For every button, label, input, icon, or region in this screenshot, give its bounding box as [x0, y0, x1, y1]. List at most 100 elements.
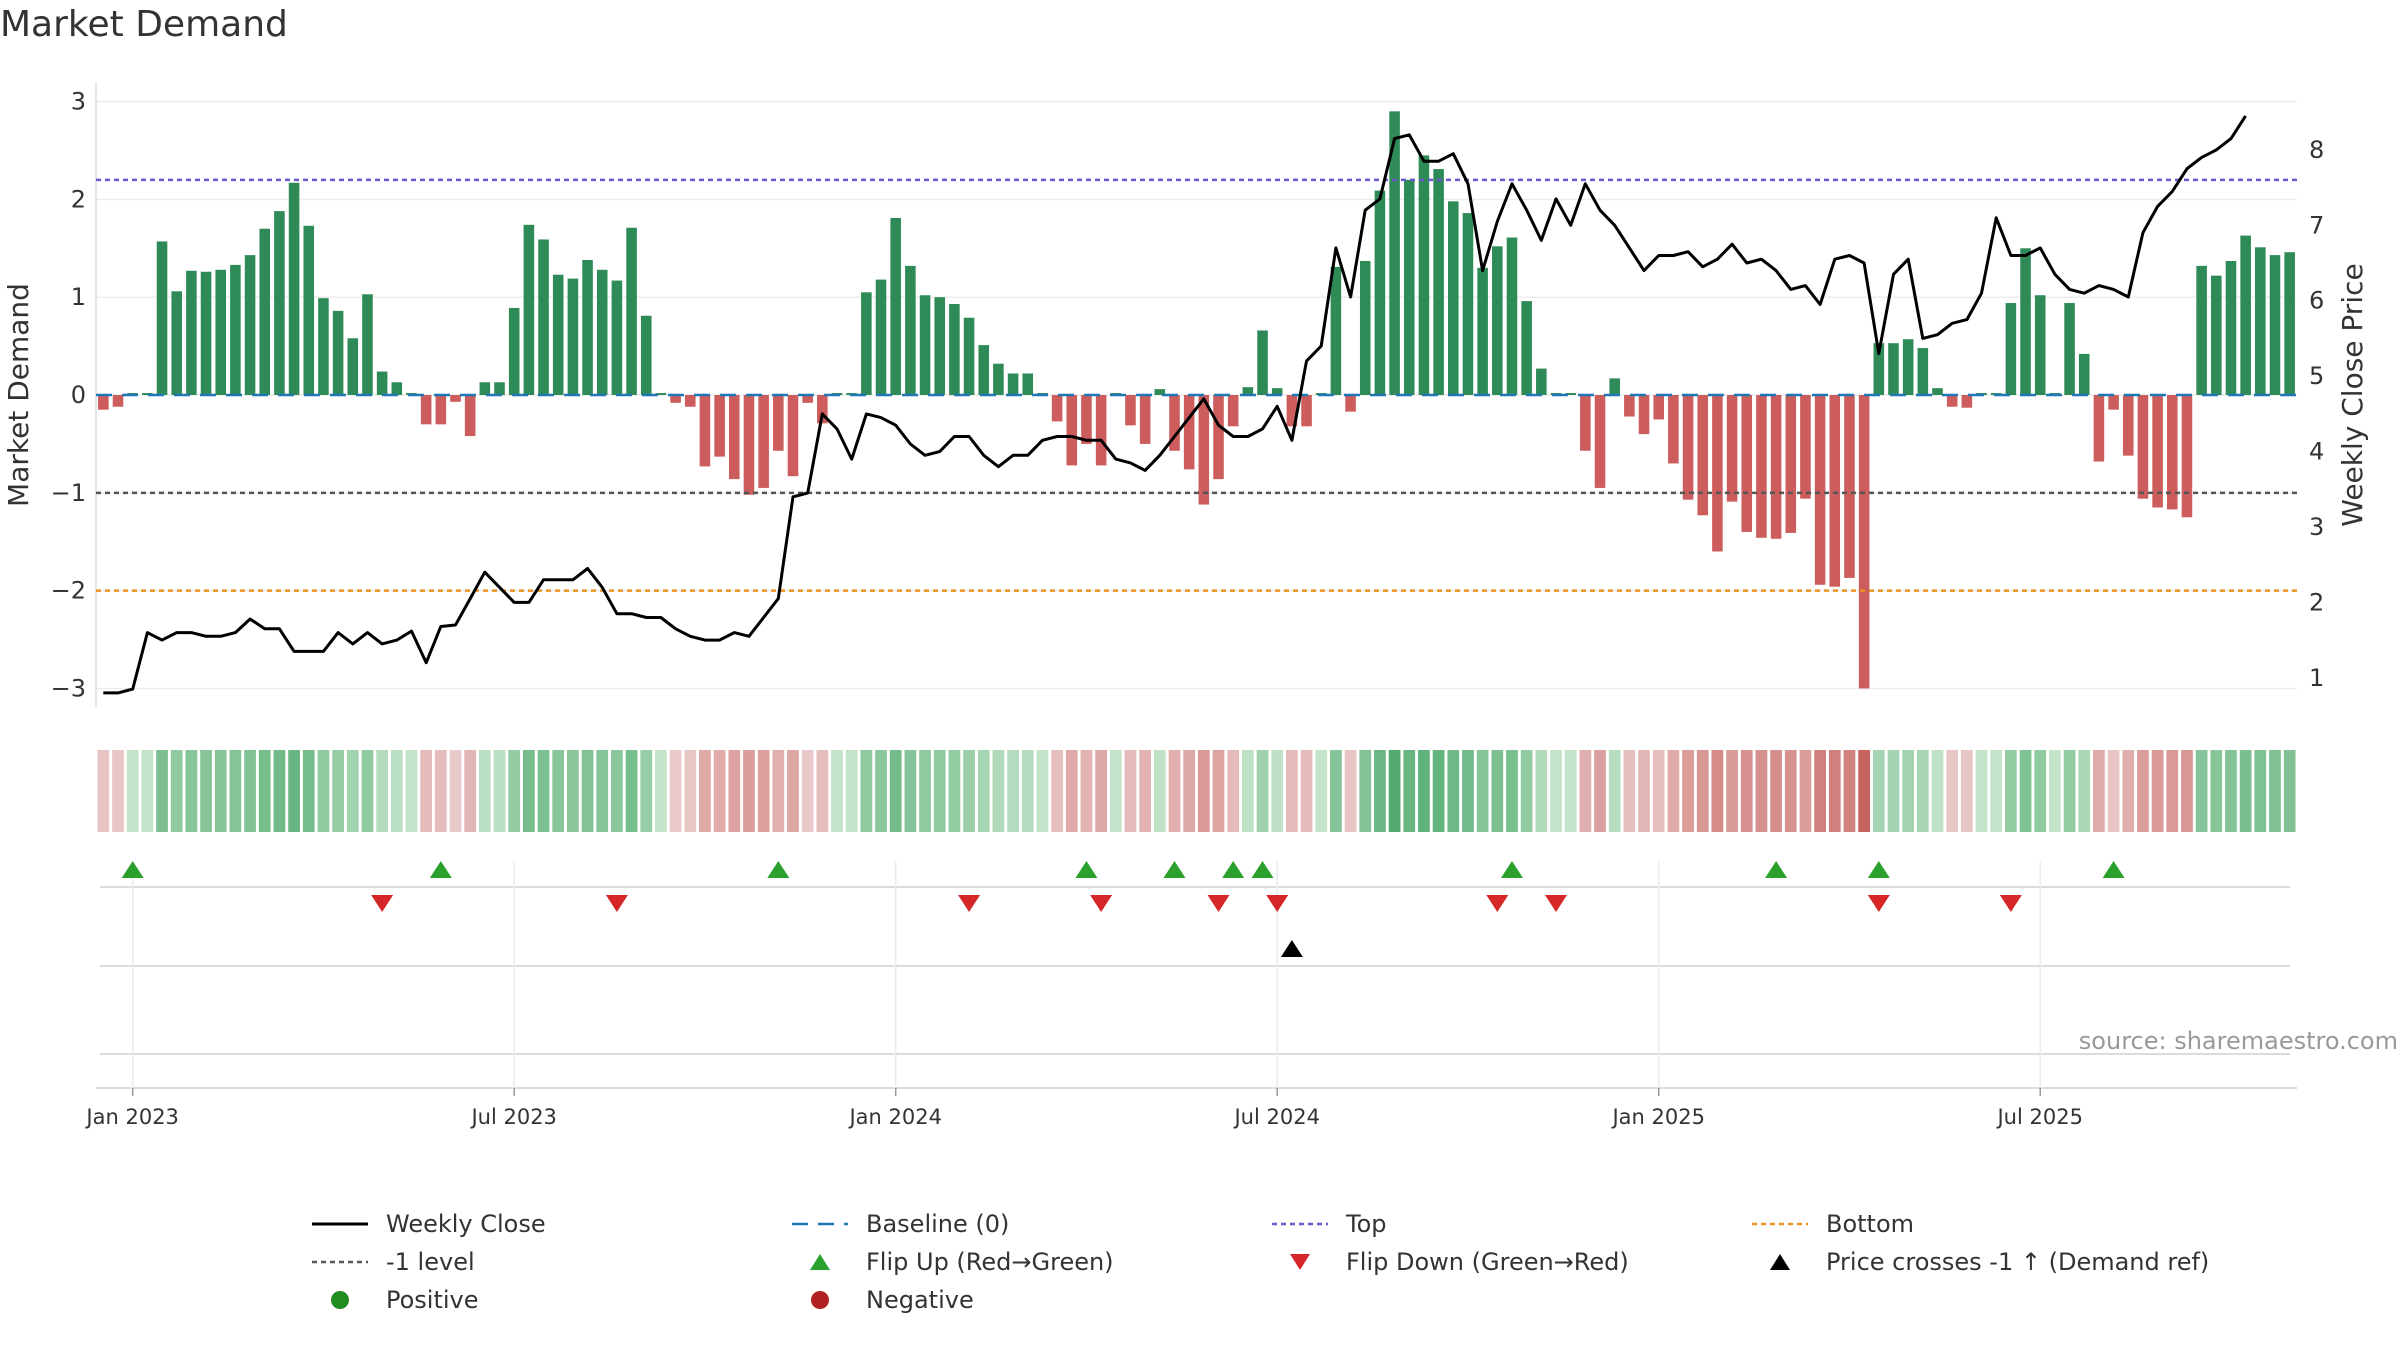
demand-bar [626, 227, 637, 395]
heat-cell [1872, 750, 1885, 832]
flip-down-marker [371, 895, 394, 912]
demand-bar [684, 395, 696, 407]
demand-bar [552, 274, 564, 395]
demand-bar [420, 395, 432, 425]
heat-cell [801, 750, 814, 832]
flip-down-marker [1090, 895, 1113, 912]
heat-cell [464, 750, 477, 832]
heat-cell [1403, 750, 1416, 832]
demand-bar [2181, 395, 2193, 518]
demand-bar [1301, 395, 1312, 427]
heat-cell [126, 750, 139, 832]
y2-tick-label: 3 [2309, 513, 2324, 541]
demand-bar [993, 363, 1004, 395]
heat-cell [1095, 750, 1107, 832]
heat-cell [1799, 750, 1812, 832]
y2-tick-label: 5 [2309, 362, 2324, 390]
y2-tick-label: 4 [2309, 438, 2324, 466]
demand-bar [1917, 348, 1929, 395]
heat-cell [2210, 750, 2223, 832]
heat-cell [1432, 750, 1445, 832]
demand-bar [567, 278, 579, 395]
demand-bar [875, 279, 887, 395]
demand-bar [391, 382, 403, 395]
heat-cell [1109, 750, 1122, 832]
heat-cell [655, 750, 667, 832]
demand-bar [1374, 190, 1386, 395]
heat-cell [699, 750, 711, 832]
heat-cell [1858, 750, 1871, 832]
heat-cell [1212, 750, 1225, 832]
heat-cell [1652, 750, 1665, 832]
demand-bar [230, 264, 241, 395]
flip-up-icon [810, 1254, 830, 1270]
demand-bar [1741, 395, 1753, 532]
heat-cell [1828, 750, 1841, 832]
heat-cell [244, 750, 256, 832]
demand-bar [1712, 395, 1723, 552]
flip-down-marker [1207, 895, 1230, 912]
heat-cell [141, 750, 154, 832]
flip-up-marker [767, 861, 790, 878]
demand-bar [2064, 303, 2075, 395]
legend: Weekly Close Baseline (0) Top Bottom -1 … [0, 1210, 2400, 1340]
heat-cell [948, 750, 961, 832]
heat-cell [1080, 750, 1093, 832]
demand-bar [464, 395, 476, 437]
demand-bar [1668, 395, 1679, 464]
heat-cell [346, 750, 359, 832]
demand-bar [1051, 395, 1063, 422]
y-axis-label: Market Demand [2, 283, 35, 507]
y2-tick-label: 6 [2309, 287, 2324, 315]
heat-cell [2107, 750, 2120, 832]
heat-cell [977, 750, 990, 832]
heat-cell [816, 750, 829, 832]
demand-bar [582, 260, 593, 395]
flip-down-marker [1486, 895, 1509, 912]
legend-flip-up-label: Flip Up (Red→Green) [866, 1248, 1114, 1276]
demand-bar [919, 295, 931, 395]
y-tick-label: 2 [71, 185, 86, 213]
heat-cell [1931, 750, 1944, 832]
heat-cell [743, 750, 755, 832]
demand-bar [1858, 395, 1870, 689]
heat-cell [2019, 750, 2032, 832]
y-tick-label: 1 [71, 283, 86, 311]
heat-cell [1271, 750, 1284, 832]
demand-bar [1770, 395, 1782, 539]
demand-bar [1961, 395, 1973, 408]
heat-cell [332, 750, 344, 832]
heat-cell [552, 750, 565, 832]
demand-bar [2255, 247, 2266, 395]
legend-flip-up: Flip Up (Red→Green) [790, 1248, 1114, 1276]
legend-negative-label: Negative [866, 1286, 974, 1314]
heat-cell [1726, 750, 1738, 832]
legend-price-cross: Price crosses -1 ↑ (Demand ref) [1750, 1248, 2209, 1276]
demand-bar [1125, 395, 1136, 426]
heat-cell [757, 750, 770, 832]
heat-cell [258, 750, 271, 832]
demand-bar [142, 393, 153, 395]
demand-bar [1888, 343, 1899, 395]
flip-up-marker [1251, 861, 1274, 878]
demand-bar [670, 395, 681, 403]
demand-bar [244, 255, 256, 395]
heat-cell [728, 750, 741, 832]
demand-bar [186, 270, 197, 395]
heat-cell [1418, 750, 1430, 832]
demand-bar [714, 395, 725, 457]
heat-cell [1139, 750, 1152, 832]
demand-bar [1271, 388, 1283, 395]
heat-cell [214, 750, 227, 832]
demand-bar [1580, 395, 1591, 451]
demand-bar [1433, 169, 1444, 395]
heat-cell [1227, 750, 1240, 832]
heat-cell [1330, 750, 1342, 832]
demand-bar [1492, 246, 1503, 395]
heat-cell [2137, 750, 2149, 832]
flip-up-marker [1163, 861, 1186, 878]
legend-positive-label: Positive [386, 1286, 479, 1314]
x-tick-label: Jul 2025 [1995, 1105, 2082, 1129]
flip-down-marker [958, 895, 981, 912]
heat-cell [1065, 750, 1078, 832]
